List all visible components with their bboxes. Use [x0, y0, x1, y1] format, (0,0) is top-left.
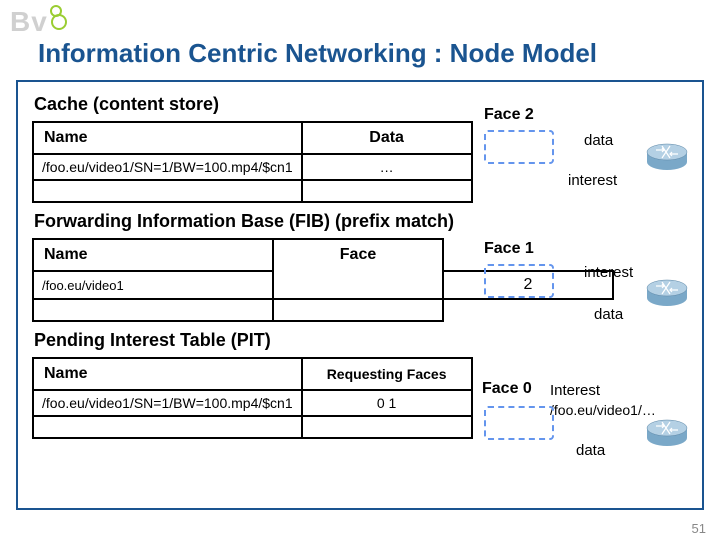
main-diagram-box: Cache (content store) Name Data /foo.eu/…: [16, 80, 704, 510]
face0-label: Face 0: [482, 380, 532, 398]
pit-empty-0: [33, 416, 302, 438]
cache-col-data: Data: [302, 122, 472, 154]
router-icon-2: [644, 278, 690, 308]
router-icon-1: [644, 142, 690, 172]
cache-heading: Cache (content store): [34, 94, 690, 115]
cache-row-name: /foo.eu/video1/SN=1/BW=100.mp4/$cn1: [33, 154, 302, 180]
pit-col-name: Name: [33, 358, 302, 390]
router-icon-3: [644, 418, 690, 448]
logo-circle-2: [51, 14, 67, 30]
logo: Bv: [10, 6, 85, 38]
face1-label: Face 1: [484, 240, 534, 258]
cache-row-data: …: [302, 154, 472, 180]
fib-heading: Forwarding Information Base (FIB) (prefi…: [34, 211, 690, 232]
slide-title: Information Centric Networking : Node Mo…: [38, 38, 597, 69]
face2-label: Face 2: [484, 106, 534, 124]
data-label-1: data: [584, 132, 613, 149]
interest3-sub: /foo.eu/video1/…: [550, 402, 656, 418]
cache-empty-1: [302, 180, 472, 202]
fib-col-name: Name: [33, 239, 273, 271]
pit-empty-1: [302, 416, 472, 438]
face0-port: [484, 406, 554, 440]
data-label-2: data: [594, 306, 623, 323]
interest-label-3: Interest: [550, 382, 600, 399]
cache-empty-0: [33, 180, 302, 202]
fib-empty-1: [273, 299, 443, 321]
pit-row-name: /foo.eu/video1/SN=1/BW=100.mp4/$cn1: [33, 390, 302, 416]
fib-col-face: Face: [273, 239, 443, 299]
pit-table: Name Requesting Faces /foo.eu/video1/SN=…: [32, 357, 473, 439]
logo-text: Bv: [10, 6, 48, 37]
pit-heading: Pending Interest Table (PIT): [34, 330, 690, 351]
fib-row-name: /foo.eu/video1: [33, 271, 273, 299]
cache-col-name: Name: [33, 122, 302, 154]
pit-col-req: Requesting Faces: [302, 358, 472, 390]
face2-port: [484, 130, 554, 164]
page-number: 51: [692, 521, 706, 536]
face1-port: [484, 264, 554, 298]
interest-label-1: interest: [568, 172, 617, 189]
pit-row-faces: 0 1: [302, 390, 472, 416]
interest-label-2: interest: [584, 264, 633, 281]
fib-empty-0: [33, 299, 273, 321]
data-label-3: data: [576, 442, 605, 459]
cache-table: Name Data /foo.eu/video1/SN=1/BW=100.mp4…: [32, 121, 473, 203]
